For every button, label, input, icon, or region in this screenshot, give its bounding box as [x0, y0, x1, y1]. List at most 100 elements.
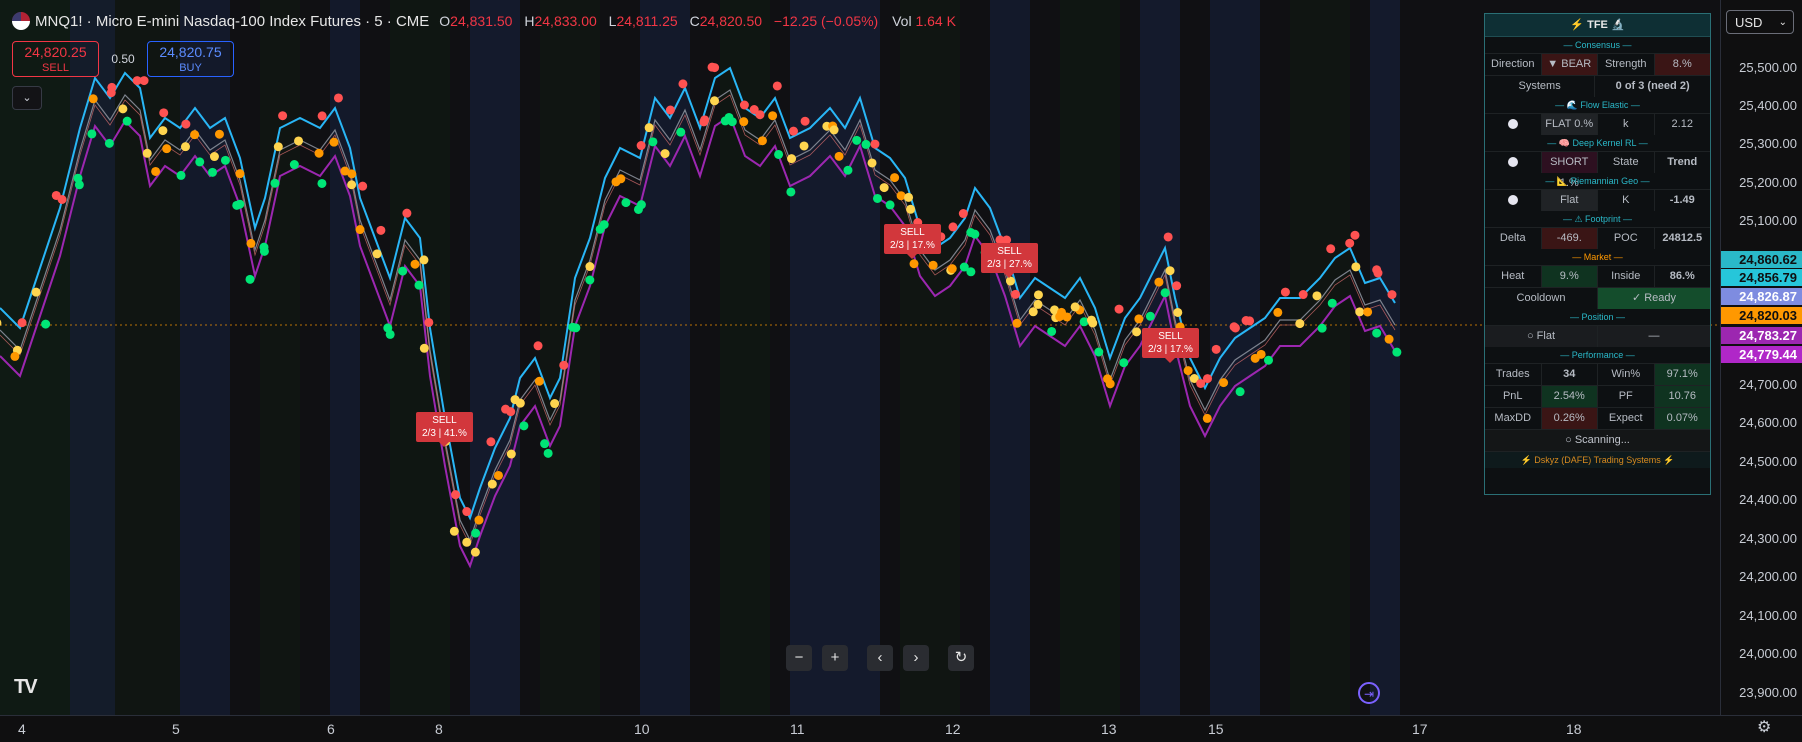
- signal-dot: [355, 225, 365, 235]
- price-axis[interactable]: 25,500.00 25,400.00 25,300.00 25,200.00 …: [1720, 0, 1802, 715]
- signal-dot: [207, 167, 217, 177]
- collapse-chevron-icon[interactable]: ⌄: [12, 86, 42, 110]
- signal-dot: [1134, 314, 1144, 324]
- chevron-down-icon: ⌄: [1778, 17, 1787, 28]
- signal-dot: [410, 259, 420, 269]
- buy-button[interactable]: 24,820.75 BUY: [147, 41, 234, 77]
- win-value: 97.1%: [1653, 364, 1710, 385]
- signal-dot: [799, 141, 809, 151]
- signal-dot: [31, 287, 41, 297]
- gear-icon[interactable]: ⚙: [1757, 719, 1772, 736]
- signal-dot: [246, 238, 256, 248]
- riemannian-header: — 📐 Riemannian Geo —: [1545, 176, 1650, 186]
- reset-chart-button[interactable]: ↻: [948, 645, 974, 671]
- signal-dot: [906, 204, 916, 214]
- signal-dot: [259, 246, 269, 256]
- session-band: [990, 0, 1030, 715]
- price-tick: 24,500.00: [1739, 454, 1797, 469]
- maxdd-label: MaxDD: [1494, 412, 1532, 424]
- signal-dot: [347, 180, 357, 190]
- signal-dot: [506, 449, 516, 459]
- signal-dot: [710, 96, 720, 106]
- flow-k-label: k: [1597, 114, 1654, 135]
- signal-dot: [904, 192, 914, 202]
- signal-dot: [289, 160, 299, 170]
- footprint-header: — ⚠ Footprint —: [1562, 214, 1633, 224]
- price-tick: 24,100.00: [1739, 608, 1797, 623]
- signal-dot: [180, 142, 190, 152]
- signal-dot: [772, 81, 782, 91]
- scroll-right-button[interactable]: ›: [903, 645, 929, 671]
- signal-dot: [273, 142, 283, 152]
- signal-dot: [1350, 230, 1360, 240]
- time-tick: 8: [435, 721, 443, 737]
- signal-dot: [800, 116, 810, 126]
- signal-dot: [1103, 374, 1113, 384]
- rg-k-label: K: [1597, 190, 1654, 211]
- currency-select[interactable]: USD ⌄: [1726, 10, 1794, 34]
- price-tag-mid: 24,826.87: [1721, 288, 1802, 305]
- signal-dot: [947, 264, 957, 274]
- signal-dot: [787, 154, 797, 164]
- signal-dot: [41, 319, 51, 329]
- signal-dot: [896, 191, 906, 201]
- signal-dot: [158, 126, 168, 136]
- signal-dot: [739, 117, 749, 127]
- sell-label: SELL: [42, 62, 69, 74]
- signal-dot: [1317, 323, 1327, 333]
- pnl-row: PnL 2.54% PF 10.76: [1485, 385, 1710, 407]
- signal-dot: [533, 341, 543, 351]
- zoom-in-button[interactable]: +: [822, 645, 848, 671]
- signal-dot: [104, 138, 114, 148]
- change-value: −12.25 (−0.05%): [773, 13, 879, 29]
- price-chart[interactable]: [0, 0, 1720, 715]
- upper-band-line: [0, 66, 1396, 521]
- signal-dot: [665, 105, 675, 115]
- tfe-title: ⚡ TFE 🔬: [1485, 14, 1710, 37]
- zoom-out-button[interactable]: −: [786, 645, 812, 671]
- go-to-realtime-icon[interactable]: ⇥: [1358, 682, 1380, 704]
- signal-dot: [1202, 413, 1212, 423]
- signal-dot: [636, 141, 646, 151]
- signal-dot: [176, 170, 186, 180]
- signal-dot: [928, 260, 938, 270]
- price-tag-lower: 24,783.27: [1721, 327, 1802, 344]
- signal-dot: [707, 62, 717, 72]
- price-tick: 24,300.00: [1739, 531, 1797, 546]
- signal-dot: [73, 173, 83, 183]
- signal-dot: [1119, 358, 1129, 368]
- signal-dot: [462, 537, 472, 547]
- currency-value: USD: [1735, 15, 1763, 30]
- signal-dot: [890, 173, 900, 183]
- signal-dot: [278, 111, 288, 121]
- signal-dot: [235, 169, 245, 179]
- signal-dot: [1219, 378, 1229, 388]
- signal-dot: [1033, 290, 1043, 300]
- time-axis[interactable]: 4 5 6 8 10 11 12 13 15 17 18: [0, 715, 1802, 742]
- sell-signal-label: SELL 2/3 | 27.%: [981, 243, 1038, 278]
- scroll-left-button[interactable]: ‹: [867, 645, 893, 671]
- signal-dot: [970, 229, 980, 239]
- session-band: [640, 0, 690, 715]
- time-tick: 6: [327, 721, 335, 737]
- signal-dot: [774, 149, 784, 159]
- position-header: — Position —: [1569, 312, 1626, 322]
- session-band: [900, 0, 960, 715]
- systems-value: 0 of 3 (need 2): [1594, 76, 1710, 97]
- signal-dot: [870, 139, 880, 149]
- signal-dot: [648, 137, 658, 147]
- close-label: C: [689, 13, 700, 29]
- flow-k-value: 2.12: [1653, 114, 1711, 135]
- direction-row: Direction ▼ BEAR Strength 8.%: [1485, 53, 1710, 75]
- time-tick: 15: [1208, 721, 1224, 737]
- sell-signal-label: SELL 2/3 | 17.%: [884, 224, 941, 259]
- sell-button[interactable]: 24,820.25 SELL: [12, 41, 99, 77]
- signal-dot: [1049, 305, 1059, 315]
- price-tag-upper: 24,860.62: [1721, 251, 1802, 268]
- flow-elastic-header: — 🌊 Flow Elastic —: [1555, 100, 1640, 110]
- chart-area[interactable]: [0, 0, 1720, 715]
- signal-dot: [1165, 266, 1175, 276]
- signal-dot: [861, 139, 871, 149]
- price-tick: 24,400.00: [1739, 492, 1797, 507]
- symbol-title[interactable]: MNQ1! · Micro E-mini Nasdaq-100 Index Fu…: [35, 12, 430, 30]
